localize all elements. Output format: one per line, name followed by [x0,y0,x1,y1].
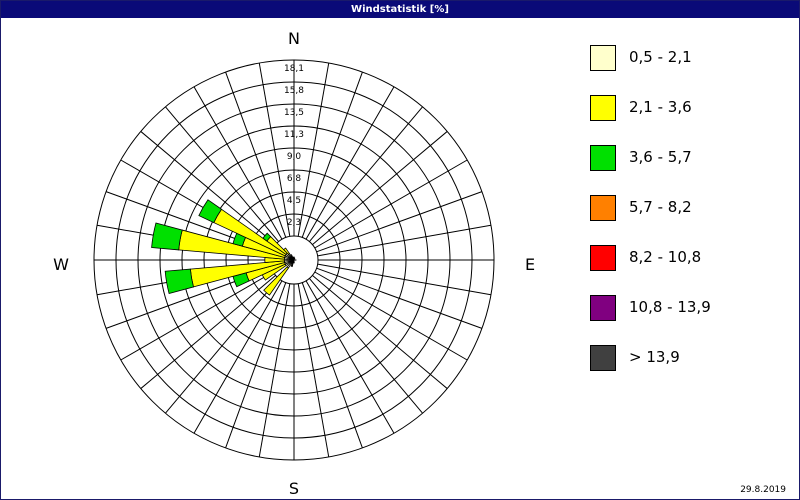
legend-label: 3,6 - 5,7 [629,148,692,166]
legend-swatch [590,295,616,321]
grid-spoke [309,278,423,414]
legend-swatch [590,145,616,171]
radial-tick-label: 15,8 [284,86,304,96]
grid-spoke [225,71,287,238]
grid-spoke [317,224,492,257]
grid-spoke [314,159,468,249]
grid-spoke [120,271,274,361]
grid-spoke [165,278,279,414]
wind-sector-segment [151,222,183,251]
legend-swatch [590,195,616,221]
grid-spoke [258,283,291,458]
wind-sector-segment [262,232,272,242]
legend-label: > 13,9 [629,348,680,366]
legend-label: 2,1 - 3,6 [629,98,692,116]
grid-spoke [258,62,291,237]
grid-spoke [140,131,276,245]
grid-spoke [301,71,363,238]
grid-spoke [316,267,483,329]
grid-spoke [316,191,483,253]
legend-label: 8,2 - 10,8 [629,248,702,266]
chart-title: Windstatistik [%] [1,1,799,18]
legend-label: 10,8 - 13,9 [629,298,711,316]
legend-swatch [590,95,616,121]
radial-tick-label: 2,3 [287,218,301,228]
radial-tick-label: 4,5 [287,196,301,206]
grid-spoke [317,263,492,296]
grid-spoke [312,275,448,389]
grid-spoke [165,106,279,242]
radial-tick-label: 18,1 [284,64,304,74]
legend-swatch [590,345,616,371]
grid-spoke [314,271,468,361]
grid-spoke [140,275,276,389]
grid-spoke [297,62,330,237]
wind-sector-segment [198,199,223,224]
grid-spoke [309,106,423,242]
wind-sector-segment [290,264,293,268]
legend-swatch [590,45,616,71]
compass-label-west: W [53,255,69,274]
legend-label: 5,7 - 8,2 [629,198,692,216]
radial-tick-label: 11,3 [284,130,304,140]
radial-tick-label: 13,5 [284,108,304,118]
legend-label: 0,5 - 2,1 [629,48,692,66]
grid-spoke [301,282,363,449]
compass-label-north: N [288,29,300,48]
grid-spoke [225,282,287,449]
legend-swatch [590,245,616,271]
grid-spoke [297,283,330,458]
wind-sector-segment [290,254,295,261]
grid-spoke [305,280,395,434]
radial-tick-label: 6,8 [287,174,302,184]
compass-label-east: E [525,255,535,274]
grid-spoke [312,131,448,245]
wind-sector-segment [164,268,194,294]
wind-sector-segment [283,247,291,256]
grid-spoke [193,86,283,240]
grid-spoke [305,86,395,240]
compass-label-south: S [289,479,299,498]
chart-date: 29.8.2019 [740,485,786,495]
radial-tick-label: 9,0 [287,152,302,162]
grid-spoke [193,280,283,434]
wind-sector-segment [292,256,295,261]
wind-sector-segment [263,266,289,296]
